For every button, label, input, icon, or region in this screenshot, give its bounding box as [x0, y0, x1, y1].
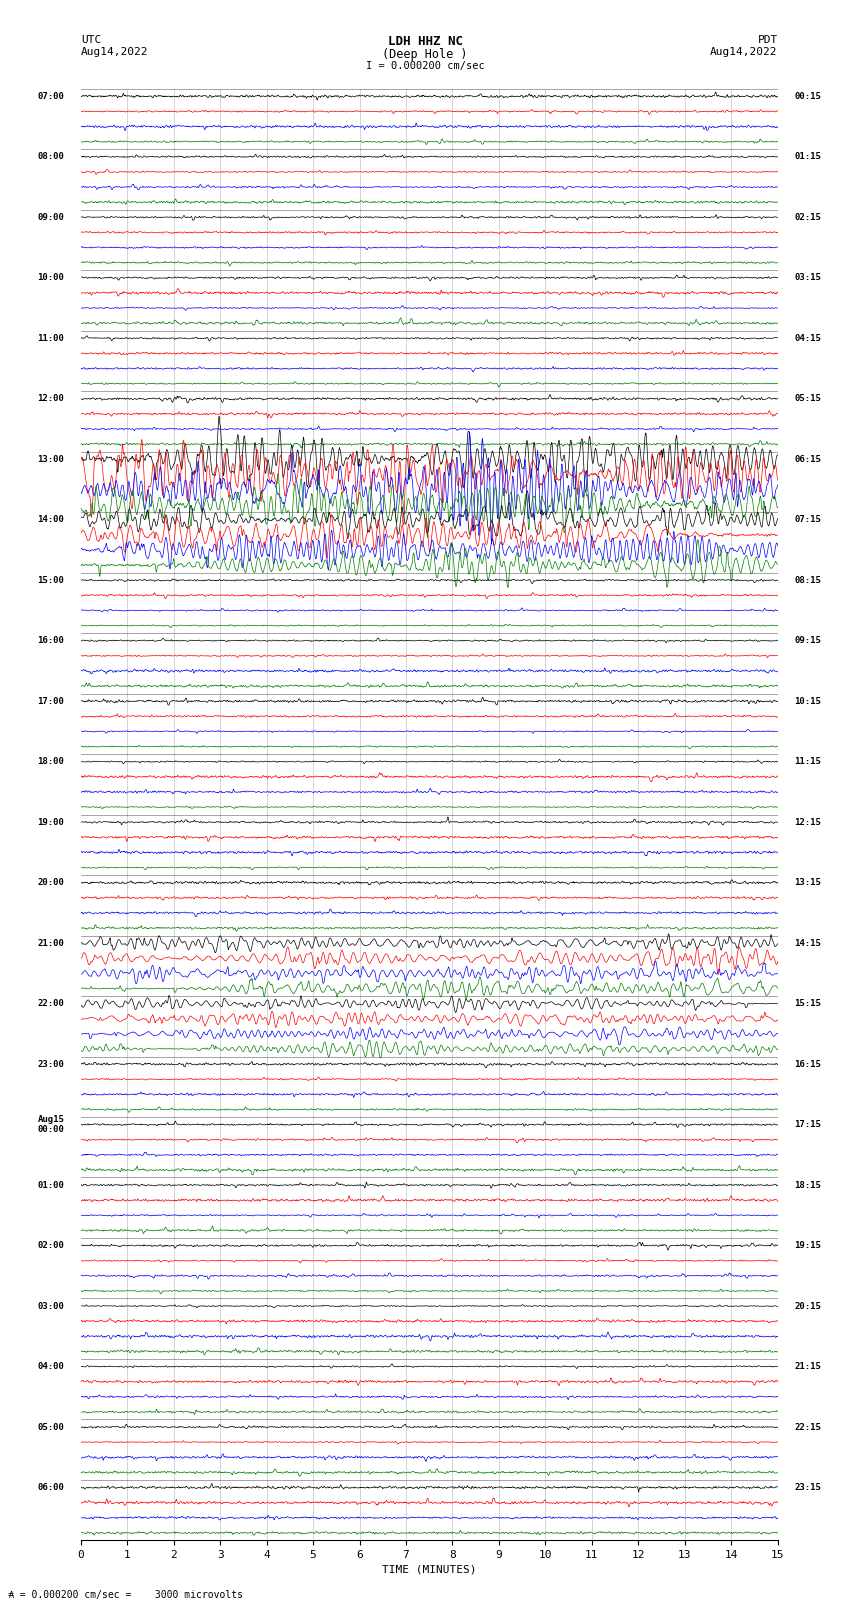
Text: 05:00: 05:00 [37, 1423, 65, 1431]
Text: 02:15: 02:15 [794, 213, 821, 221]
Text: 11:15: 11:15 [794, 756, 821, 766]
Text: 17:00: 17:00 [37, 697, 65, 705]
Text: 22:00: 22:00 [37, 998, 65, 1008]
Text: 10:15: 10:15 [794, 697, 821, 705]
Text: 21:00: 21:00 [37, 939, 65, 947]
Text: 16:00: 16:00 [37, 636, 65, 645]
Text: 10:00: 10:00 [37, 273, 65, 282]
Text: 15:15: 15:15 [794, 998, 821, 1008]
Text: 08:00: 08:00 [37, 152, 65, 161]
Text: 06:15: 06:15 [794, 455, 821, 463]
Text: 22:15: 22:15 [794, 1423, 821, 1431]
Text: 15:00: 15:00 [37, 576, 65, 584]
Text: Aug14,2022: Aug14,2022 [81, 47, 148, 56]
Text: 18:15: 18:15 [794, 1181, 821, 1189]
Text: (Deep Hole ): (Deep Hole ) [382, 48, 468, 61]
Text: 12:15: 12:15 [794, 818, 821, 826]
Text: LDH HHZ NC: LDH HHZ NC [388, 35, 462, 48]
X-axis label: TIME (MINUTES): TIME (MINUTES) [382, 1565, 477, 1574]
Text: 13:15: 13:15 [794, 877, 821, 887]
Text: 18:00: 18:00 [37, 756, 65, 766]
Text: 23:00: 23:00 [37, 1060, 65, 1068]
Text: 04:00: 04:00 [37, 1361, 65, 1371]
Text: 12:00: 12:00 [37, 394, 65, 403]
Text: 03:15: 03:15 [794, 273, 821, 282]
Text: UTC: UTC [81, 35, 101, 45]
Text: I = 0.000200 cm/sec: I = 0.000200 cm/sec [366, 61, 484, 71]
Text: 07:00: 07:00 [37, 92, 65, 100]
Text: 16:15: 16:15 [794, 1060, 821, 1068]
Text: 20:15: 20:15 [794, 1302, 821, 1310]
Text: 23:15: 23:15 [794, 1482, 821, 1492]
Text: 13:00: 13:00 [37, 455, 65, 463]
Text: 20:00: 20:00 [37, 877, 65, 887]
Text: 19:15: 19:15 [794, 1240, 821, 1250]
Text: 04:15: 04:15 [794, 334, 821, 342]
Text: 19:00: 19:00 [37, 818, 65, 826]
Text: PDT: PDT [757, 35, 778, 45]
Text: Aug14,2022: Aug14,2022 [711, 47, 778, 56]
Text: A: A [8, 1590, 14, 1600]
Text: 17:15: 17:15 [794, 1119, 821, 1129]
Text: Aug15
00:00: Aug15 00:00 [37, 1115, 65, 1134]
Text: 09:00: 09:00 [37, 213, 65, 221]
Text: = = 0.000200 cm/sec =    3000 microvolts: = = 0.000200 cm/sec = 3000 microvolts [8, 1590, 243, 1600]
Text: 14:15: 14:15 [794, 939, 821, 947]
Text: 21:15: 21:15 [794, 1361, 821, 1371]
Text: 01:00: 01:00 [37, 1181, 65, 1189]
Text: 11:00: 11:00 [37, 334, 65, 342]
Text: 06:00: 06:00 [37, 1482, 65, 1492]
Text: 02:00: 02:00 [37, 1240, 65, 1250]
Text: 00:15: 00:15 [794, 92, 821, 100]
Text: 01:15: 01:15 [794, 152, 821, 161]
Text: 03:00: 03:00 [37, 1302, 65, 1310]
Text: 08:15: 08:15 [794, 576, 821, 584]
Text: 07:15: 07:15 [794, 515, 821, 524]
Text: 14:00: 14:00 [37, 515, 65, 524]
Text: 09:15: 09:15 [794, 636, 821, 645]
Text: 05:15: 05:15 [794, 394, 821, 403]
